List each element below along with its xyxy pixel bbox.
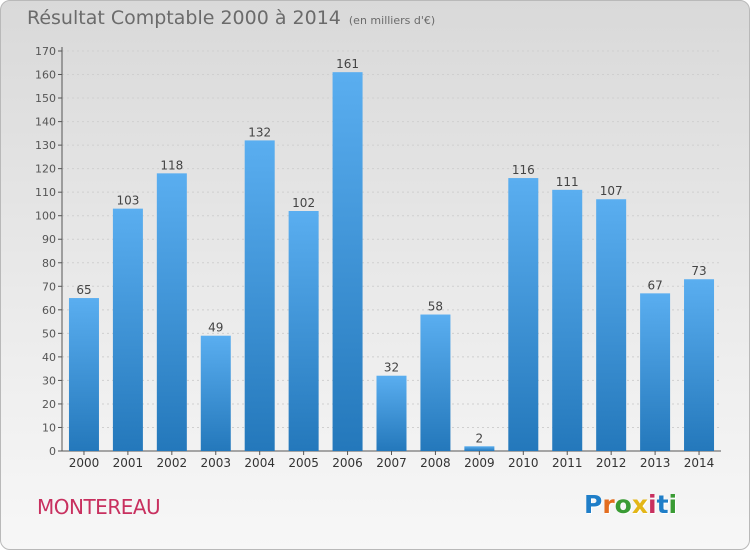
x-tick-label: 2008 (420, 456, 451, 470)
data-label: 73 (691, 264, 706, 278)
y-tick-label: 40 (42, 351, 56, 364)
data-label: 58 (428, 300, 443, 314)
y-tick-label: 90 (42, 233, 56, 246)
data-label: 49 (208, 321, 223, 335)
data-labels: 65 103 118 49 132 102 161 32 58 2 116 111 107 67 73 (76, 57, 706, 445)
bar-2000 (68, 298, 99, 451)
data-label: 67 (647, 278, 662, 292)
chart-title: Résultat Comptable 2000 à 2014 (en millie… (27, 7, 435, 29)
bar-2012 (596, 199, 627, 451)
y-tick-label: 130 (35, 139, 56, 152)
y-tick-label: 50 (42, 327, 56, 340)
commune-name: MONTEREAU (37, 495, 161, 519)
x-tick-label: 2004 (244, 456, 275, 470)
bars (68, 72, 715, 452)
bar-2006 (332, 72, 363, 452)
y-tick-label: 20 (42, 398, 56, 411)
logo-letter: i (648, 490, 657, 519)
x-tick-label: 2012 (596, 456, 627, 470)
data-label: 132 (248, 125, 271, 139)
x-tick-label: 2009 (464, 456, 495, 470)
title-text: Résultat Comptable 2000 à 2014 (27, 7, 341, 29)
x-tick-label: 2006 (332, 456, 363, 470)
logo-letter: o (614, 490, 632, 519)
bar-2013 (640, 293, 671, 451)
x-tick-label: 2011 (552, 456, 583, 470)
bar-2007 (376, 375, 407, 451)
data-label: 65 (76, 283, 91, 297)
x-tick-label: 2001 (113, 456, 144, 470)
data-label: 2 (476, 431, 484, 445)
data-label: 102 (292, 196, 315, 210)
bar-2004 (244, 140, 275, 452)
bar-2010 (508, 178, 539, 451)
y-tick-label: 30 (42, 374, 56, 387)
x-tick-label: 2013 (640, 456, 671, 470)
y-tick-label: 160 (35, 69, 56, 82)
logo-letter: P (584, 490, 603, 519)
logo-letter: i (668, 490, 678, 519)
data-label: 118 (160, 158, 183, 172)
logo-letter: t (656, 490, 669, 519)
data-label: 111 (556, 175, 579, 189)
x-tick-label: 2014 (684, 456, 715, 470)
title-unit: (en milliers d'€) (348, 14, 436, 27)
data-label: 107 (600, 184, 623, 198)
y-tick-label: 70 (42, 280, 56, 293)
proxiti-logo[interactable]: Proxiti (584, 490, 677, 519)
bar-2008 (420, 314, 451, 451)
y-tick-label: 170 (35, 45, 56, 58)
data-label: 103 (116, 194, 139, 208)
logo-letter: r (602, 490, 615, 519)
x-tick-label: 2010 (508, 456, 539, 470)
bar-2002 (156, 173, 187, 451)
x-tick-label: 2003 (200, 456, 231, 470)
y-tick-label: 150 (35, 92, 56, 105)
bar-2005 (288, 211, 319, 451)
x-tick-label: 2000 (69, 456, 100, 470)
y-tick-label: 10 (42, 421, 56, 434)
x-tick-label: 2007 (376, 456, 407, 470)
x-tick-label: 2005 (288, 456, 319, 470)
data-label: 161 (336, 57, 359, 71)
y-tick-label: 140 (35, 116, 56, 129)
bar-2011 (552, 189, 583, 451)
bar-2014 (684, 279, 715, 451)
y-tick-label: 100 (35, 210, 56, 223)
bar-2009 (464, 446, 495, 451)
logo-letter: x (631, 490, 648, 519)
axes: 0 10 20 30 40 50 60 70 80 90 100 110 120 130 140 150 160… (35, 45, 721, 470)
data-label: 32 (384, 361, 399, 375)
y-tick-label: 80 (42, 257, 56, 270)
x-tick-label: 2002 (157, 456, 188, 470)
y-tick-label: 110 (35, 186, 56, 199)
bar-2001 (112, 208, 143, 451)
y-tick-label: 0 (49, 445, 56, 458)
bar-2003 (200, 335, 231, 451)
y-tick-label: 60 (42, 304, 56, 317)
y-tick-label: 120 (35, 163, 56, 176)
data-label: 116 (512, 163, 535, 177)
